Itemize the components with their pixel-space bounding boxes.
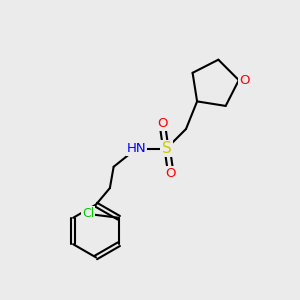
Text: S: S [162, 141, 171, 156]
Text: O: O [165, 167, 175, 180]
Text: O: O [158, 117, 168, 130]
Text: O: O [239, 74, 249, 87]
Text: HN: HN [127, 142, 146, 155]
Text: Cl: Cl [82, 207, 94, 220]
